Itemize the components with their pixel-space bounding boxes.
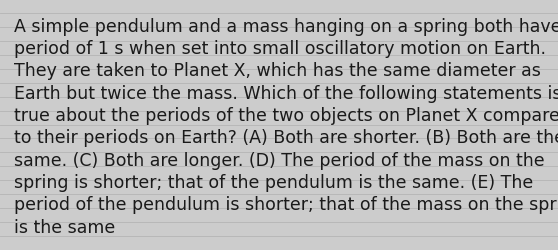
Text: period of 1 s when set into small oscillatory motion on Earth.: period of 1 s when set into small oscill… [14, 40, 546, 58]
Text: period of the pendulum is shorter; that of the mass on the spring: period of the pendulum is shorter; that … [14, 196, 558, 214]
Text: to their periods on Earth? (A) Both are shorter. (B) Both are the: to their periods on Earth? (A) Both are … [14, 129, 558, 147]
Text: A simple pendulum and a mass hanging on a spring both have a: A simple pendulum and a mass hanging on … [14, 18, 558, 36]
Text: Earth but twice the mass. Which of the following statements is: Earth but twice the mass. Which of the f… [14, 84, 558, 102]
Text: They are taken to Planet X, which has the same diameter as: They are taken to Planet X, which has th… [14, 62, 541, 80]
Text: is the same: is the same [14, 218, 115, 236]
Text: same. (C) Both are longer. (D) The period of the mass on the: same. (C) Both are longer. (D) The perio… [14, 151, 545, 169]
Text: true about the periods of the two objects on Planet X compared: true about the periods of the two object… [14, 106, 558, 124]
Text: spring is shorter; that of the pendulum is the same. (E) The: spring is shorter; that of the pendulum … [14, 173, 533, 191]
